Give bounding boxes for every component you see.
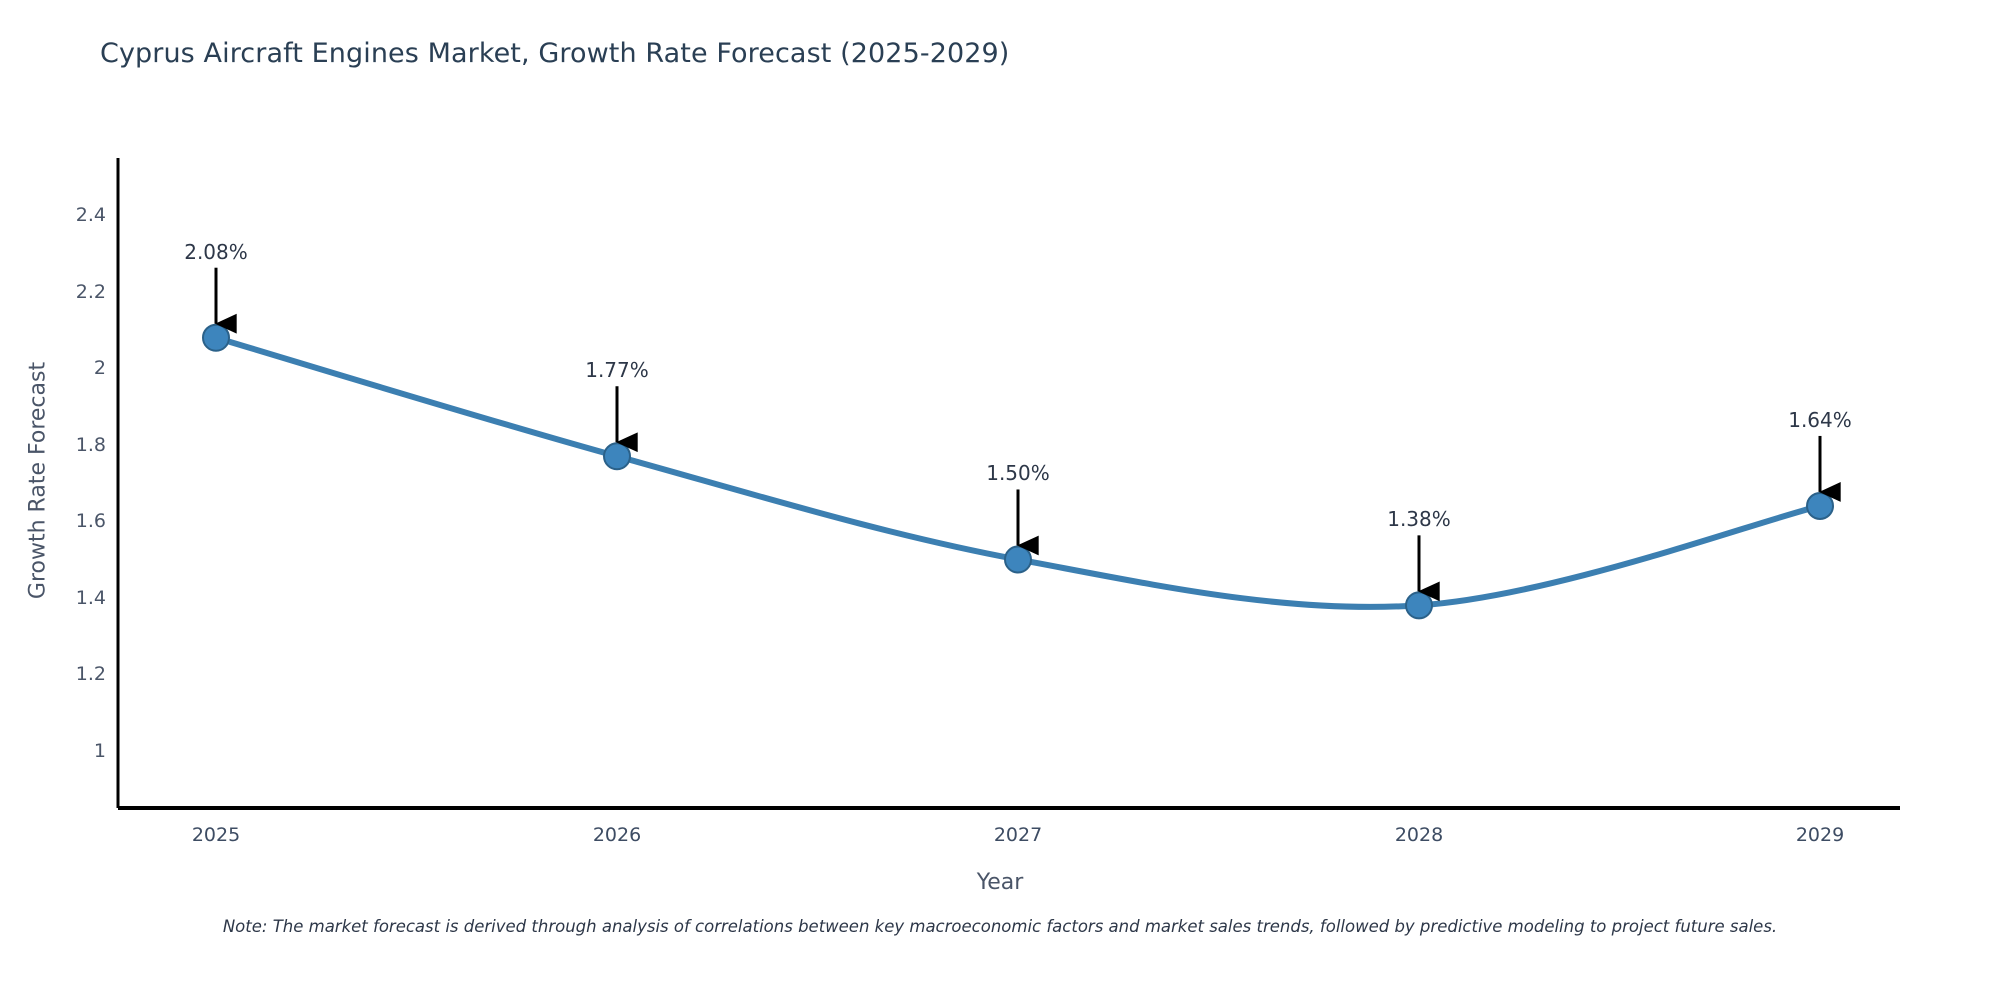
point-value-label: 1.38% <box>1387 507 1451 532</box>
x-tick-label: 2028 <box>1394 824 1444 846</box>
y-tick-label: 1.8 <box>75 433 106 456</box>
y-tick-label: 2.2 <box>75 280 106 303</box>
y-tick-label: 1.2 <box>75 663 106 686</box>
x-tick-label: 2027 <box>993 824 1043 846</box>
x-tick-label: 2025 <box>191 824 241 846</box>
x-tick-label: 2026 <box>592 824 642 846</box>
data-point-marker[interactable] <box>1004 545 1032 574</box>
y-tick-label: 2.4 <box>75 204 106 227</box>
y-tick-label: 1.4 <box>75 586 106 609</box>
point-value-label: 2.08% <box>184 239 248 264</box>
chart-note: Note: The market forecast is derived thr… <box>222 917 1778 936</box>
x-tick-label: 2029 <box>1795 824 1845 846</box>
y-tick-label: 1 <box>93 739 106 762</box>
data-point-marker[interactable] <box>1405 591 1433 620</box>
chart-title: Cyprus Aircraft Engines Market, Growth R… <box>100 38 1010 69</box>
y-tick-label: 1.6 <box>75 510 106 533</box>
point-value-label: 1.50% <box>986 461 1050 486</box>
point-value-label: 1.77% <box>585 358 649 383</box>
annotation-arrows <box>214 267 1841 602</box>
point-value-label: 1.64% <box>1788 407 1852 432</box>
data-point-marker[interactable] <box>603 442 631 471</box>
x-axis-title: Year <box>976 870 1024 895</box>
data-point-marker[interactable] <box>1806 491 1834 520</box>
y-tick-label: 2 <box>93 357 106 380</box>
data-point-marker[interactable] <box>202 323 230 352</box>
